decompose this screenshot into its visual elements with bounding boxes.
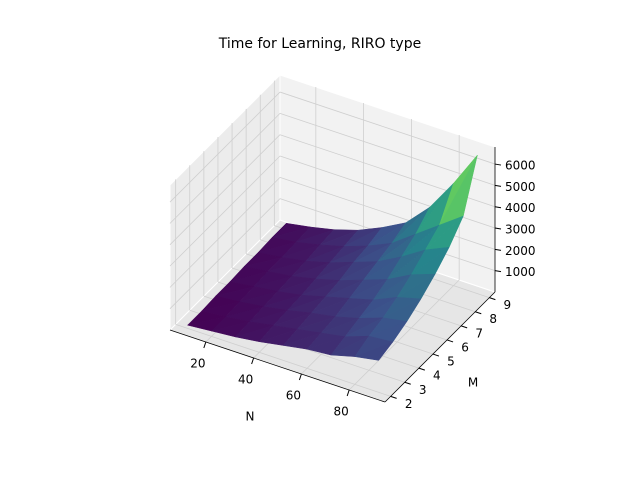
grid-line	[169, 113, 281, 224]
z-tick-label: 6000	[505, 159, 536, 173]
z-tick	[494, 184, 502, 187]
z-tick	[494, 227, 502, 230]
y-tick-label: 3	[419, 383, 427, 397]
y-tick-label: 6	[461, 340, 469, 354]
y-tick-label: 7	[475, 326, 483, 340]
y-axis-label: M	[468, 376, 478, 390]
x-tick-label: 20	[190, 357, 205, 371]
x-tick	[346, 389, 350, 397]
grid-line	[169, 155, 281, 267]
grid-line	[279, 113, 496, 186]
z-tick	[494, 270, 502, 273]
z-tick	[494, 206, 502, 209]
grid-line	[348, 279, 460, 391]
x-tick	[203, 341, 207, 349]
y-tick-label: 4	[433, 369, 441, 383]
z-tick-label: 1000	[505, 265, 536, 279]
z-tick	[494, 248, 502, 251]
x-tick	[251, 357, 255, 365]
x-tick-label: 60	[286, 389, 301, 403]
z-tick-label: 4000	[505, 201, 536, 215]
x-axis-label: N	[246, 410, 255, 424]
z-tick-label: 2000	[505, 244, 536, 258]
z-tick-label: 5000	[505, 180, 536, 194]
z-tick-label: 3000	[505, 223, 536, 237]
y-tick-label: 9	[504, 298, 512, 312]
y-tick-label: 5	[447, 355, 455, 369]
grid-line	[279, 176, 496, 250]
surface-face	[354, 341, 394, 361]
y-tick	[446, 339, 454, 343]
y-tick	[432, 353, 440, 357]
y-tick-label: 8	[489, 312, 497, 326]
y-tick	[460, 325, 468, 329]
z-tick	[494, 163, 502, 166]
chart-title: Time for Learning, RIRO type	[218, 36, 421, 52]
y-tick	[489, 297, 496, 301]
grid-line	[175, 323, 391, 397]
x-tick	[298, 373, 302, 381]
grid-line	[169, 198, 281, 309]
y-tick	[404, 381, 411, 385]
x-tick-label: 40	[238, 373, 253, 387]
y-tick	[390, 395, 397, 399]
y-tick	[475, 311, 482, 315]
y-tick	[418, 367, 426, 371]
y-tick-label: 2	[405, 397, 413, 411]
y-axis-line	[384, 291, 496, 403]
x-axis-line	[169, 329, 386, 403]
grid-line	[169, 177, 281, 288]
x-tick-label: 80	[334, 405, 349, 419]
grid-line	[279, 91, 496, 165]
grid-line	[169, 91, 281, 203]
grid-line	[169, 134, 281, 245]
